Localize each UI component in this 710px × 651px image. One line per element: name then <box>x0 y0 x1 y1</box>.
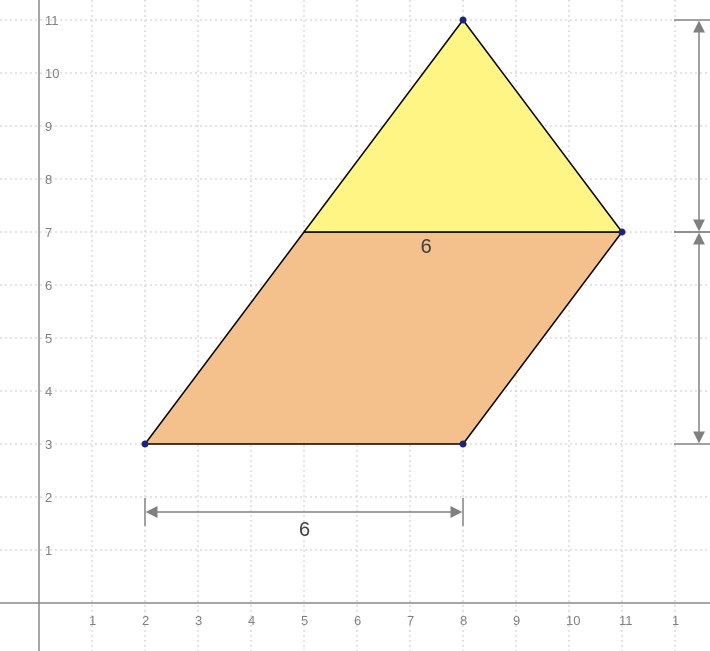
y-tick-label: 1 <box>45 543 52 558</box>
y-tick-label: 3 <box>45 437 52 452</box>
dim-mid-label: 6 <box>421 236 432 258</box>
x-tick-label: 11 <box>619 613 633 628</box>
x-tick-label: 3 <box>195 613 202 628</box>
y-tick-label: 10 <box>45 66 59 81</box>
x-tick-label: 5 <box>301 613 308 628</box>
y-tick-label: 2 <box>45 490 52 505</box>
x-tick-label: 1 <box>672 613 679 628</box>
x-tick-label: 6 <box>354 613 361 628</box>
y-tick-label: 7 <box>45 225 52 240</box>
y-tick-label: 5 <box>45 331 52 346</box>
y-tick-label: 9 <box>45 119 52 134</box>
shapes <box>142 17 626 448</box>
geometry-diagram: 6644 123456789101111234567891011 <box>0 0 710 651</box>
x-tick-label: 7 <box>407 613 414 628</box>
x-tick-label: 8 <box>460 613 467 628</box>
x-tick-label: 10 <box>566 613 580 628</box>
x-tick-label: 1 <box>89 613 96 628</box>
y-tick-label: 11 <box>45 13 59 28</box>
x-tick-label: 9 <box>513 613 520 628</box>
y-tick-label: 4 <box>45 384 52 399</box>
x-tick-label: 2 <box>142 613 149 628</box>
y-tick-label: 8 <box>45 172 52 187</box>
y-tick-label: 6 <box>45 278 52 293</box>
dim-base-label: 6 <box>299 519 310 541</box>
x-tick-label: 4 <box>248 613 255 628</box>
